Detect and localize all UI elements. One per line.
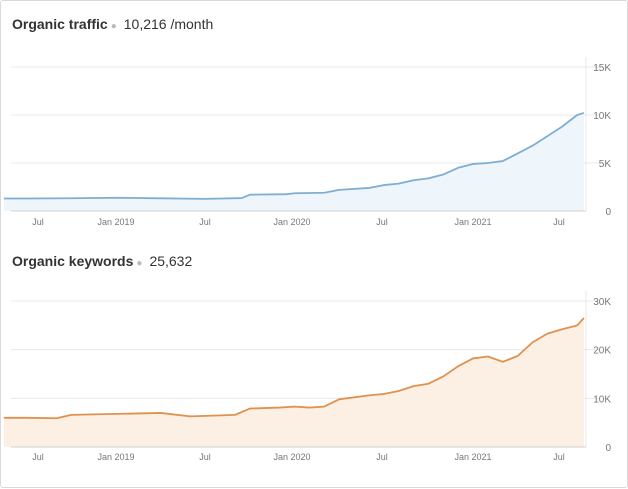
info-dot-icon[interactable]: ● [110, 21, 117, 32]
organic-traffic-header: Organic traffic ● 10,216 /month [12, 16, 213, 32]
x-tick-label: Jan 2021 [454, 217, 491, 227]
x-tick-label: Jan 2019 [97, 452, 134, 462]
y-tick-label: 10K [593, 111, 611, 122]
x-tick-label: Jan 2020 [273, 452, 310, 462]
y-tick-label: 5K [599, 159, 612, 170]
series-line[interactable] [3, 112, 585, 200]
info-dot-icon[interactable]: ● [136, 258, 143, 269]
organic-keywords-title: Organic keywords [12, 253, 134, 269]
organic-traffic-plot[interactable]: 0 5K 10K 15K Jul Jan 2019 Jul Jan 2020 Jul Jan 20… [1, 1, 627, 241]
x-tick-label: Jan 2019 [97, 217, 134, 227]
y-tick-label: 10K [593, 394, 611, 405]
organic-keywords-value: 25,632 [149, 253, 193, 269]
organic-keywords-header: Organic keywords ● 25,632 [12, 253, 192, 269]
y-tick-label: 30K [593, 297, 611, 308]
x-tick-label: Jul [553, 217, 565, 227]
x-tick-label: Jul [32, 217, 44, 227]
y-tick-label: 20K [593, 346, 611, 357]
organic-traffic-title: Organic traffic [12, 16, 108, 32]
x-tick-label: Jul [32, 452, 44, 462]
series-line[interactable] [3, 317, 585, 420]
x-tick-label: Jul [199, 217, 211, 227]
series-area [3, 112, 584, 211]
x-tick-label: Jan 2021 [454, 452, 491, 462]
y-tick-label: 15K [593, 63, 611, 74]
series-area [3, 318, 584, 447]
x-tick-label: Jul [553, 452, 565, 462]
organic-traffic-value: 10,216 /month [123, 16, 214, 32]
x-tick-label: Jul [376, 452, 388, 462]
y-tick-label: 0 [605, 443, 611, 454]
x-tick-label: Jul [376, 217, 388, 227]
y-tick-label: 0 [605, 207, 611, 218]
x-tick-label: Jan 2020 [273, 217, 310, 227]
x-tick-label: Jul [199, 452, 211, 462]
